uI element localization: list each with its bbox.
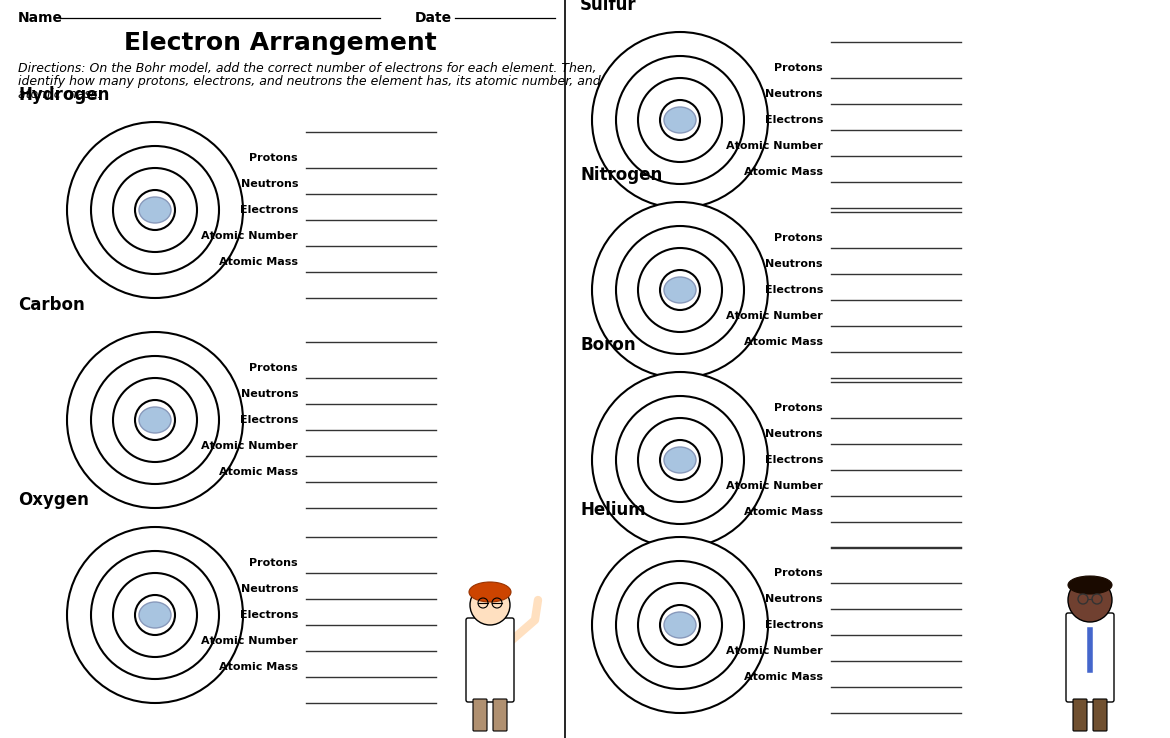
Circle shape (592, 372, 768, 548)
Text: Atomic Number: Atomic Number (201, 231, 298, 241)
Circle shape (660, 605, 700, 645)
Text: atomic mass.: atomic mass. (18, 88, 102, 101)
Circle shape (660, 270, 700, 310)
Text: Protons: Protons (249, 363, 298, 373)
Text: Atomic Mass: Atomic Mass (219, 257, 298, 267)
Ellipse shape (665, 612, 696, 638)
Text: Atomic Number: Atomic Number (201, 636, 298, 646)
Circle shape (113, 378, 197, 462)
Circle shape (113, 573, 197, 657)
Circle shape (592, 32, 768, 208)
Ellipse shape (139, 407, 171, 433)
Text: Atomic Number: Atomic Number (727, 481, 823, 491)
Text: Electrons: Electrons (240, 205, 298, 215)
Text: Date: Date (415, 11, 452, 25)
Text: Protons: Protons (775, 568, 823, 578)
Ellipse shape (139, 197, 171, 223)
Circle shape (67, 332, 243, 508)
Text: Protons: Protons (775, 403, 823, 413)
FancyBboxPatch shape (1073, 699, 1087, 731)
Circle shape (135, 190, 176, 230)
Circle shape (1068, 578, 1112, 622)
Ellipse shape (139, 602, 171, 628)
Text: Nitrogen: Nitrogen (580, 166, 662, 184)
Ellipse shape (469, 582, 511, 602)
FancyBboxPatch shape (466, 618, 514, 702)
Text: Electron Arrangement: Electron Arrangement (124, 31, 436, 55)
FancyBboxPatch shape (1066, 613, 1114, 702)
Ellipse shape (665, 107, 696, 133)
Circle shape (638, 583, 722, 667)
Text: Oxygen: Oxygen (18, 491, 89, 509)
Text: identify how many protons, electrons, and neutrons the element has, its atomic n: identify how many protons, electrons, an… (18, 75, 600, 88)
Circle shape (660, 100, 700, 140)
Circle shape (67, 122, 243, 298)
Text: Neutrons: Neutrons (765, 259, 823, 269)
Text: Sulfur: Sulfur (580, 0, 636, 14)
Text: Atomic Number: Atomic Number (727, 311, 823, 321)
Circle shape (638, 418, 722, 502)
Text: Atomic Mass: Atomic Mass (744, 672, 823, 682)
Text: Atomic Number: Atomic Number (201, 441, 298, 451)
Text: Directions: On the Bohr model, add the correct number of electrons for each elem: Directions: On the Bohr model, add the c… (18, 62, 597, 75)
Text: Protons: Protons (249, 153, 298, 163)
Circle shape (135, 400, 176, 440)
Text: Atomic Mass: Atomic Mass (744, 507, 823, 517)
Circle shape (592, 202, 768, 378)
Text: Name: Name (18, 11, 63, 25)
Text: Neutrons: Neutrons (241, 389, 298, 399)
Circle shape (660, 440, 700, 480)
Text: Electrons: Electrons (765, 115, 823, 125)
FancyBboxPatch shape (493, 699, 507, 731)
Text: Atomic Mass: Atomic Mass (219, 662, 298, 672)
Text: Neutrons: Neutrons (765, 594, 823, 604)
Text: Atomic Number: Atomic Number (727, 646, 823, 656)
Text: Electrons: Electrons (240, 610, 298, 620)
Ellipse shape (665, 277, 696, 303)
Text: Neutrons: Neutrons (765, 429, 823, 439)
Circle shape (615, 226, 744, 354)
Circle shape (91, 146, 219, 274)
Text: Carbon: Carbon (18, 296, 84, 314)
Ellipse shape (1068, 576, 1112, 594)
Text: Boron: Boron (580, 336, 635, 354)
Text: Electrons: Electrons (240, 415, 298, 425)
Circle shape (91, 356, 219, 484)
FancyBboxPatch shape (1093, 699, 1107, 731)
Text: Protons: Protons (249, 558, 298, 568)
Circle shape (615, 396, 744, 524)
Text: Helium: Helium (580, 501, 646, 519)
FancyBboxPatch shape (473, 699, 487, 731)
Text: Protons: Protons (775, 233, 823, 243)
Text: Electrons: Electrons (765, 285, 823, 295)
Text: Electrons: Electrons (765, 455, 823, 465)
Text: Atomic Number: Atomic Number (727, 141, 823, 151)
Circle shape (135, 595, 176, 635)
Text: Atomic Mass: Atomic Mass (744, 167, 823, 177)
Circle shape (638, 78, 722, 162)
Text: Neutrons: Neutrons (765, 89, 823, 99)
Circle shape (67, 527, 243, 703)
Text: Protons: Protons (775, 63, 823, 73)
Circle shape (638, 248, 722, 332)
Circle shape (615, 561, 744, 689)
Text: Electrons: Electrons (765, 620, 823, 630)
Circle shape (470, 585, 510, 625)
Ellipse shape (665, 447, 696, 473)
Text: Atomic Mass: Atomic Mass (744, 337, 823, 347)
Text: Neutrons: Neutrons (241, 584, 298, 594)
Text: Neutrons: Neutrons (241, 179, 298, 189)
Circle shape (91, 551, 219, 679)
Text: Atomic Mass: Atomic Mass (219, 467, 298, 477)
Text: Hydrogen: Hydrogen (18, 86, 109, 104)
Circle shape (113, 168, 197, 252)
Circle shape (592, 537, 768, 713)
Circle shape (615, 56, 744, 184)
